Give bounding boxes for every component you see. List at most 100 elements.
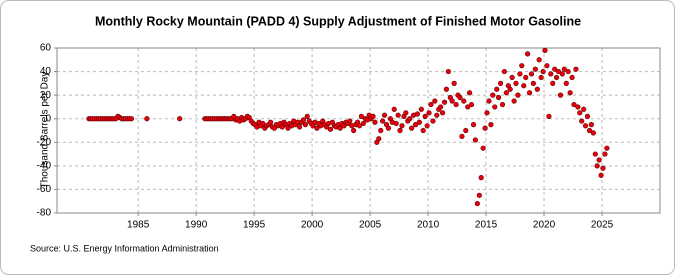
point: [414, 111, 421, 117]
point: [528, 71, 535, 77]
point: [575, 104, 581, 110]
y-tick-label: 40: [40, 66, 52, 77]
point: [381, 112, 388, 118]
point: [557, 92, 564, 98]
point: [434, 112, 440, 118]
point: [418, 106, 424, 112]
point: [550, 80, 556, 86]
point: [409, 125, 415, 131]
point: [144, 116, 150, 122]
point: [470, 122, 477, 128]
point: [540, 68, 546, 75]
point: [300, 117, 307, 123]
point: [542, 47, 548, 53]
x-tick-label: 2010: [417, 220, 440, 231]
point: [536, 57, 542, 63]
point: [451, 80, 457, 86]
point: [524, 51, 531, 57]
x-tick-label: 2015: [475, 220, 498, 231]
point: [490, 92, 496, 98]
point: [391, 106, 397, 112]
point: [600, 165, 606, 171]
x-tick-label: 2020: [533, 220, 556, 231]
point: [588, 122, 594, 128]
point: [441, 99, 448, 105]
point: [517, 71, 523, 77]
point: [569, 74, 575, 81]
point: [530, 80, 536, 86]
point: [177, 116, 183, 122]
point: [376, 136, 382, 142]
point: [521, 83, 527, 89]
point: [604, 145, 610, 151]
plot-frame: [56, 47, 661, 214]
point: [466, 90, 473, 96]
point: [393, 120, 399, 127]
point: [424, 123, 430, 129]
point: [426, 110, 432, 116]
point: [590, 130, 596, 136]
point: [497, 80, 504, 86]
point: [351, 127, 357, 134]
y-tick-label: -80: [37, 208, 52, 219]
point: [507, 86, 513, 92]
point: [432, 98, 438, 104]
point: [304, 113, 310, 119]
point: [503, 90, 509, 96]
point: [594, 163, 600, 169]
point: [327, 126, 334, 132]
point: [509, 74, 515, 81]
point: [385, 125, 392, 131]
point: [403, 110, 409, 116]
point: [484, 110, 490, 116]
point: [128, 116, 135, 122]
point: [602, 151, 608, 157]
point: [511, 98, 517, 104]
y-tick-label: 20: [40, 90, 52, 101]
point: [378, 127, 384, 134]
point: [337, 125, 343, 131]
point: [416, 119, 422, 125]
point: [534, 86, 540, 92]
point: [513, 80, 519, 86]
point: [598, 172, 604, 178]
y-tick-label: -40: [37, 160, 52, 171]
point: [422, 113, 428, 119]
point: [438, 104, 444, 110]
point: [358, 113, 364, 119]
point: [407, 116, 413, 122]
point: [268, 119, 274, 125]
point: [552, 66, 558, 72]
point: [420, 127, 426, 134]
point: [577, 110, 583, 116]
x-tick-label: 2025: [591, 220, 614, 231]
point: [492, 104, 498, 110]
point: [501, 68, 507, 75]
y-tick-label: -20: [37, 137, 52, 148]
point: [443, 86, 449, 92]
point: [370, 113, 376, 119]
x-tick-label: 1990: [185, 220, 208, 231]
point: [548, 71, 554, 77]
point: [428, 101, 434, 108]
point: [581, 106, 587, 112]
point: [465, 104, 471, 110]
point: [523, 74, 529, 81]
chart-title: Monthly Rocky Mountain (PADD 4) Supply A…: [95, 14, 581, 28]
point: [499, 101, 506, 108]
x-tick-label: 1995: [243, 220, 266, 231]
point: [495, 94, 502, 101]
point: [553, 74, 560, 81]
point: [544, 63, 550, 69]
point: [494, 86, 500, 92]
point: [459, 133, 465, 139]
point: [296, 124, 303, 130]
point: [356, 123, 363, 129]
point: [463, 127, 469, 134]
point: [474, 200, 480, 207]
point: [314, 125, 320, 131]
point: [453, 101, 459, 108]
y-tick-label: -60: [37, 184, 52, 195]
